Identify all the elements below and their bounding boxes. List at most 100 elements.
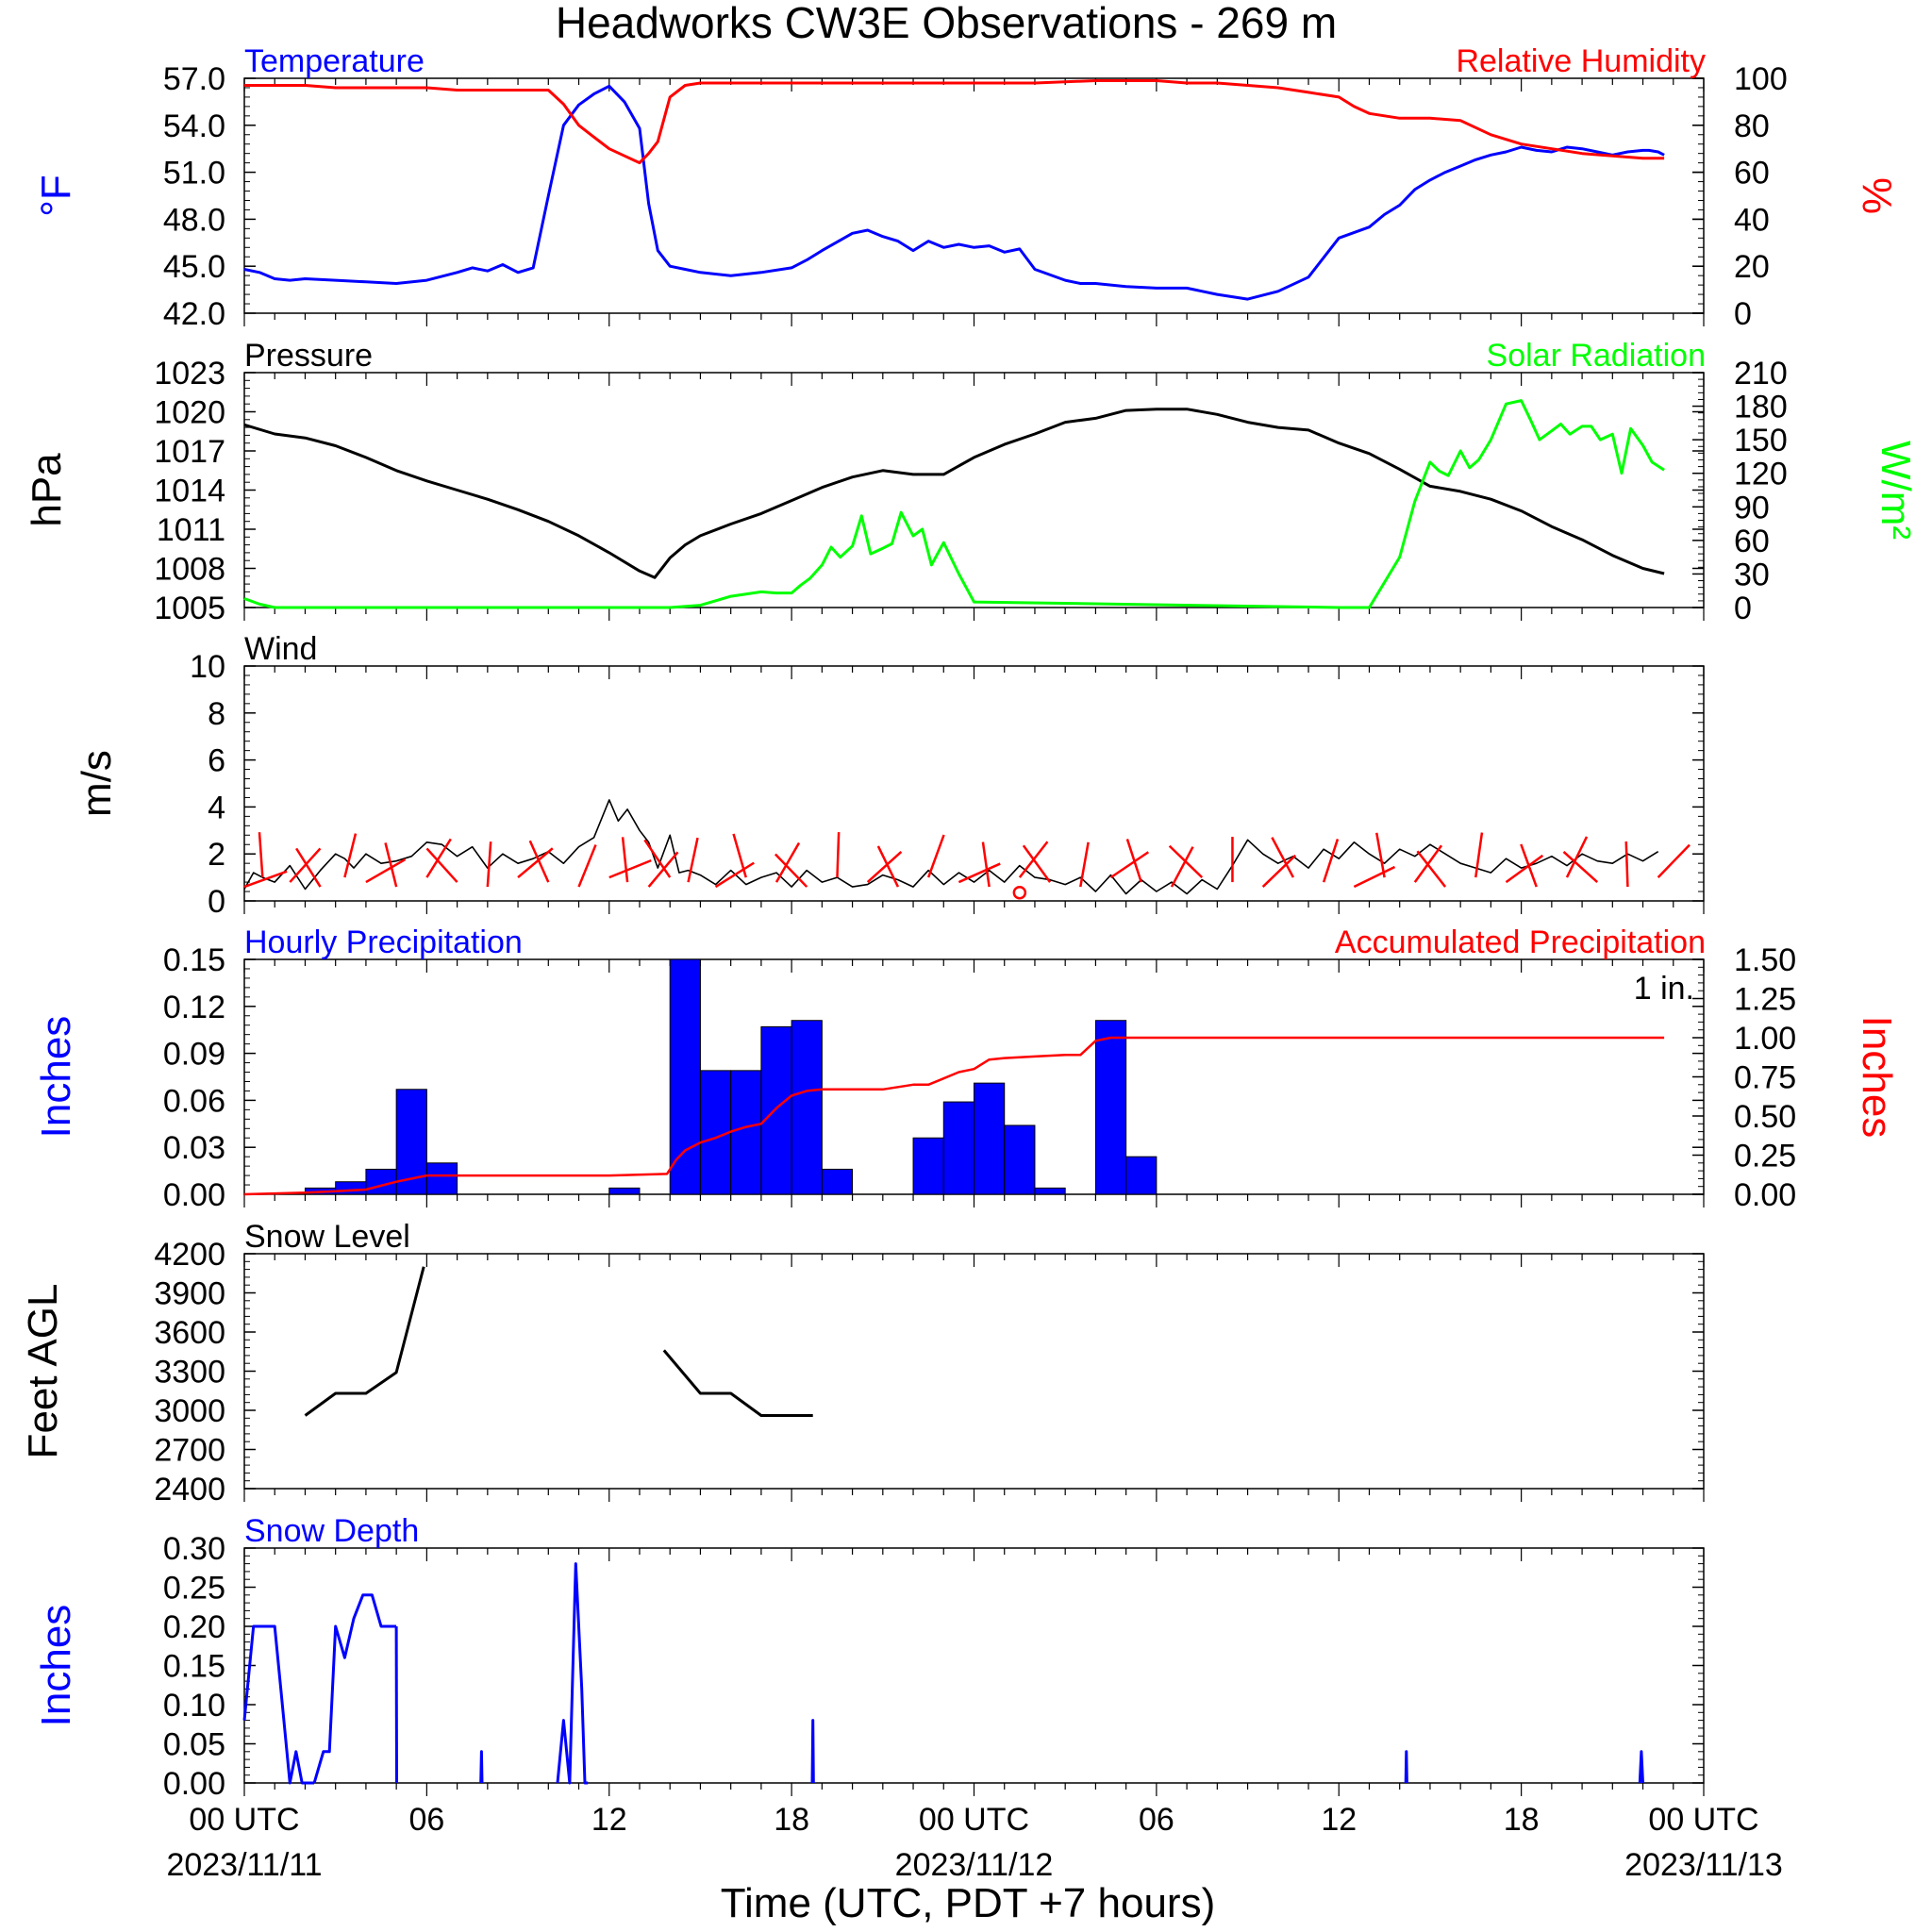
wind-direction-stick	[425, 838, 452, 878]
y-right-tick-label: 150	[1734, 423, 1788, 458]
wind-direction-stick	[1322, 839, 1340, 883]
y-tick-label: 0	[208, 884, 225, 920]
wind-direction-stick	[295, 847, 322, 888]
y-tick-label: 0.25	[163, 1571, 225, 1607]
wind-direction-stick	[517, 847, 554, 879]
y-tick-label: 2	[208, 837, 225, 873]
panel-label-right: Solar Radiation	[1487, 338, 1706, 374]
y-axis-title-left: Feet AGL	[20, 1284, 66, 1459]
y-tick-label: 3000	[154, 1393, 225, 1429]
y-tick-label: 6	[208, 743, 225, 779]
precip-bar	[1004, 1124, 1036, 1195]
plot-frame	[243, 77, 1705, 314]
precip-bar	[669, 958, 701, 1195]
panel-label-left: Hourly Precipitation	[244, 924, 523, 960]
wind-direction-stick	[486, 841, 492, 888]
x-tick-label: 18	[1504, 1802, 1540, 1838]
y-tick-label: 0.15	[163, 1649, 225, 1685]
precip-bar	[1034, 1187, 1066, 1195]
wind-direction-stick	[774, 841, 801, 883]
precip-bar	[608, 1187, 641, 1195]
wind-direction-stick	[981, 841, 991, 888]
wind-direction-stick	[1168, 844, 1204, 878]
precip-bar	[760, 1025, 792, 1195]
y-tick-label: 1020	[154, 395, 225, 431]
precip-bar	[699, 1070, 732, 1195]
y-right-tick-label: 0.75	[1734, 1060, 1796, 1096]
wind-direction-stick	[774, 853, 808, 888]
y-right-tick-label: 180	[1734, 390, 1788, 425]
y-axis-title-left: m/s	[74, 750, 120, 817]
wind-direction-stick	[289, 847, 322, 883]
y-tick-label: 3600	[154, 1315, 225, 1351]
snow-level-line	[304, 1266, 425, 1417]
wind-direction-stick	[621, 837, 629, 883]
wind-direction-stick	[1353, 865, 1396, 889]
precip-bar	[791, 1020, 823, 1195]
wind-direction-stick	[866, 851, 903, 884]
annotation: 1 in.	[1634, 971, 1694, 1007]
wind-direction-stick	[732, 833, 747, 878]
panel-label-left: Temperature	[244, 43, 425, 79]
y-tick-label: 1011	[157, 512, 225, 548]
plot-frame	[243, 1253, 1705, 1490]
y-axis-title-left: Inches	[33, 1605, 79, 1727]
snow-depth-line	[810, 1719, 815, 1784]
temperature-line	[243, 84, 1665, 301]
y-tick-label: 1005	[154, 591, 225, 626]
y-tick-label: 1023	[154, 356, 225, 391]
precip-bar	[365, 1168, 397, 1195]
chart-title: Headworks CW3E Observations - 269 m	[556, 0, 1337, 47]
y-tick-label: 51.0	[163, 156, 225, 192]
wind-direction-stick	[1520, 843, 1538, 888]
pressure-line	[243, 408, 1665, 579]
y-right-tick-label: 0.25	[1734, 1139, 1796, 1174]
y-right-tick-label: 1.00	[1734, 1021, 1796, 1057]
y-right-tick-label: 210	[1734, 356, 1788, 391]
x-date-label: 2023/11/12	[895, 1847, 1054, 1883]
x-tick-label: 00 UTC	[1648, 1802, 1758, 1838]
relative-humidity-line	[244, 79, 1665, 165]
y-tick-label: 0.09	[163, 1037, 225, 1073]
wind-direction-stick	[1562, 851, 1599, 884]
panel-temp_rh: 57.0 54.0 51.0 48.0 45.0 42.0 100 80 60 40 20 0 Temp…	[33, 43, 1900, 332]
plot-frame	[243, 1547, 1705, 1784]
precip-bar	[730, 1070, 762, 1195]
y-tick-label: 1017	[154, 434, 225, 470]
wind-direction-stick	[1271, 837, 1295, 878]
y-right-tick-label: 60	[1734, 524, 1770, 559]
wind-direction-stick	[243, 870, 288, 889]
x-axis-title: Time (UTC, PDT +7 hours)	[721, 1880, 1215, 1926]
panel-label-left: Snow Depth	[244, 1513, 419, 1549]
x-tick-label: 12	[1321, 1802, 1357, 1838]
wind-direction-stick	[643, 839, 672, 878]
wind-direction-stick	[1505, 854, 1544, 884]
y-tick-label: 0.06	[163, 1083, 225, 1119]
wind-direction-stick	[687, 837, 699, 883]
panel-label-right: Accumulated Precipitation	[1335, 924, 1706, 960]
precip-bar	[425, 1162, 458, 1195]
y-right-tick-label: 0.50	[1734, 1099, 1796, 1135]
y-tick-label: 42.0	[163, 296, 225, 332]
y-right-tick-label: 30	[1734, 557, 1770, 592]
wind-direction-stick	[714, 861, 755, 889]
wind-direction-stick	[577, 844, 597, 888]
y-tick-label: 0.15	[163, 942, 225, 978]
y-right-tick-label: 1.50	[1734, 942, 1796, 978]
wind-direction-stick	[836, 832, 841, 878]
y-axis-title-left: Inches	[33, 1016, 79, 1139]
wind-direction-stick	[1170, 846, 1194, 888]
y-tick-label: 2700	[154, 1433, 225, 1469]
precip-bar	[1094, 1020, 1127, 1195]
y-tick-label: 4	[208, 790, 225, 825]
accumulated-precip-line	[243, 1036, 1665, 1196]
y-axis-title-right: W/m²	[1873, 441, 1919, 540]
wind-direction-stick	[384, 842, 398, 888]
wind-direction-stick	[365, 858, 407, 884]
precip-bar	[821, 1168, 854, 1195]
y-tick-label: 0.10	[163, 1688, 225, 1724]
panel-label-left: Wind	[244, 631, 317, 667]
x-tick-label: 18	[774, 1802, 809, 1838]
y-right-tick-label: 100	[1734, 61, 1788, 97]
